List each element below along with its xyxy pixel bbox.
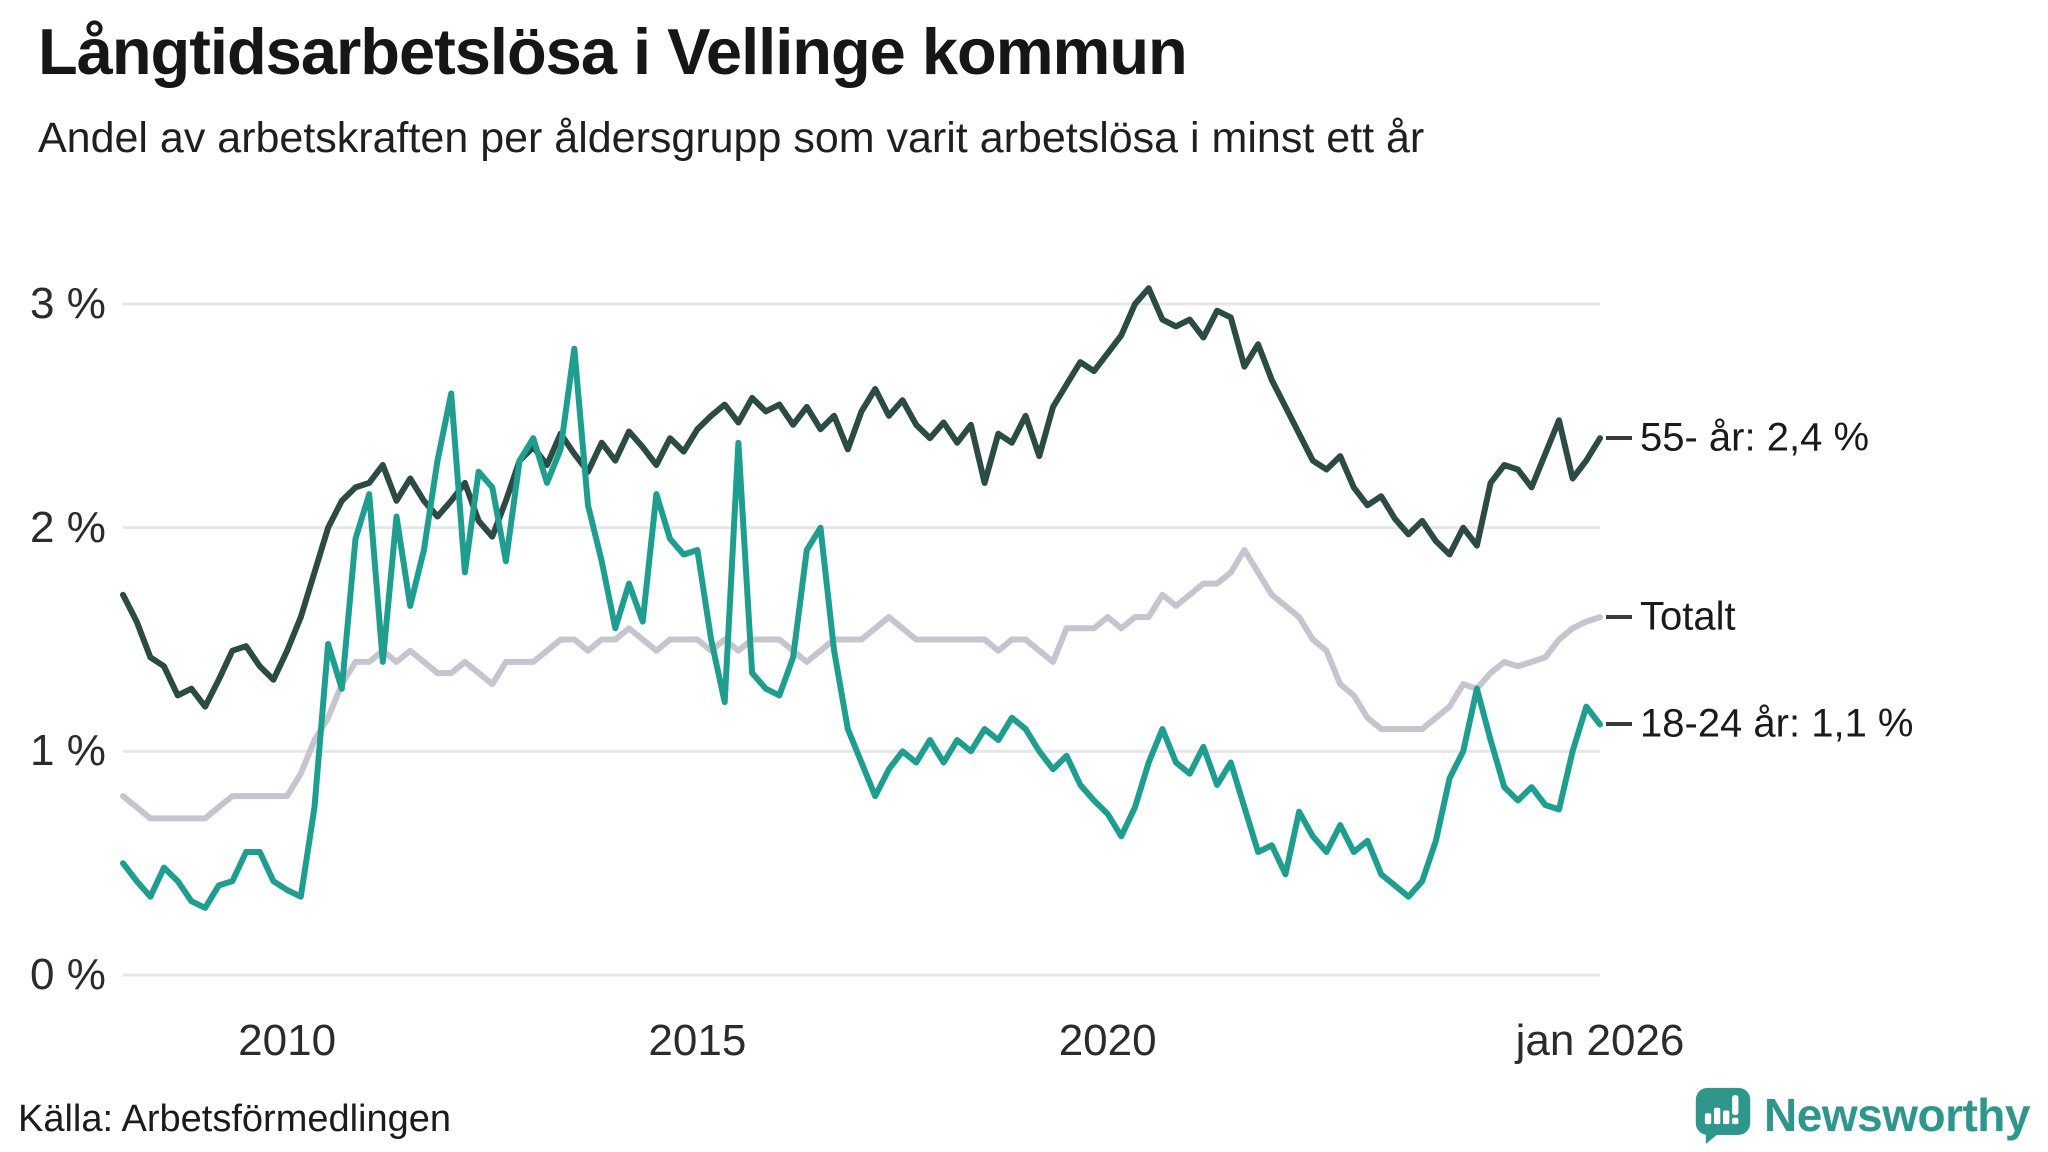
x-tick-label: 2015 [648,1016,747,1065]
y-tick-label: 3 % [30,278,106,328]
y-tick-label: 1 % [30,726,106,776]
source-text: Källa: Arbetsförmedlingen [18,1098,452,1140]
y-tick-label: 0 % [30,950,106,999]
x-tick-label: 2010 [238,1016,337,1065]
chart-subtitle: Andel av arbetskraften per åldersgrupp s… [38,114,1425,162]
end-label-tick [1606,615,1632,620]
y-tick-label: 2 % [30,502,106,552]
newsworthy-wordmark: Newsworthy [1764,1089,2030,1141]
page-title: Långtidsarbetslösa i Vellinge kommun [38,15,1188,88]
newsworthy-logo-icon [1695,1087,1751,1144]
end-label-totalt: Totalt [1640,594,1736,639]
end-label-55-r: 55- år: 2,4 % [1640,415,1870,460]
series-line-55-r [120,285,1603,710]
x-tick-label: jan 2026 [1515,1016,1685,1065]
end-label-18-24-r: 18-24 år: 1,1 % [1640,701,1914,746]
x-tick-label: 2020 [1058,1016,1157,1065]
series-line-18-24-r [120,345,1603,911]
end-label-tick [1606,436,1632,441]
newsworthy-logo[interactable]: Newsworthy [1694,1086,2030,1144]
end-label-tick [1606,722,1632,727]
series-line-totalt [120,547,1603,822]
